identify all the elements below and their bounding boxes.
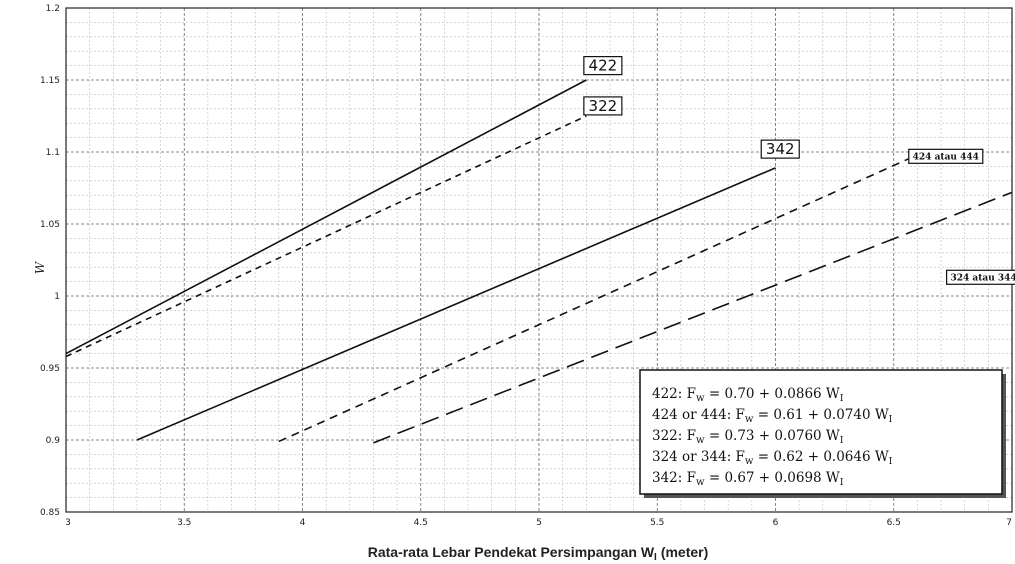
series-label-322: 322: [583, 96, 623, 116]
svg-text:424 atau 444: 424 atau 444: [913, 152, 979, 162]
x-tick-label: 4.5: [414, 518, 428, 528]
series-label-422: 422: [583, 55, 623, 76]
y-axis-label: W: [33, 260, 47, 274]
x-axis-ticks: 3 3.5 4 4.5 5 5.5 6 6.5 7: [65, 518, 1012, 528]
y-tick-label: 1.15: [40, 76, 60, 86]
series-labels: 422 322 342 424 atau 444 324 atau 344: [583, 55, 1015, 285]
series-label-342: 342: [760, 139, 800, 159]
y-tick-label: 0.9: [46, 436, 61, 446]
legend-equation: 324 or 344: Fw = 0.62 + 0.0646 WI: [652, 449, 893, 467]
series-label-424-atau-444: 424 atau 444: [908, 148, 984, 164]
x-tick-label: 4: [300, 518, 306, 528]
series-line-342: [136, 167, 776, 441]
series-line-424-atau-444: [278, 154, 918, 443]
plot-frame: [65, 7, 1013, 513]
y-tick-label: 1.05: [40, 220, 60, 230]
x-tick-label: 3: [65, 518, 71, 528]
series-line-322: [65, 115, 587, 358]
legend-box: [639, 369, 1003, 495]
y-tick-label: 1.2: [46, 4, 60, 14]
svg-text:342: 342: [766, 140, 795, 158]
x-tick-label: 6: [773, 518, 779, 528]
legend-equation: 422: Fw = 0.70 + 0.0866 WI: [652, 386, 844, 404]
y-tick-label: 1: [54, 292, 60, 302]
x-tick-label: 6.5: [887, 518, 901, 528]
y-axis-ticks: 0.85 0.9 0.95 1 1.05 1.1 1.15 1.2: [40, 4, 60, 518]
x-tick-label: 5.5: [650, 518, 664, 528]
legend-equation: 342: Fw = 0.67 + 0.0698 WI: [652, 470, 844, 488]
x-tick-label: 3.5: [177, 518, 191, 528]
svg-text:322: 322: [589, 97, 618, 115]
y-tick-label: 1.1: [46, 148, 60, 158]
x-tick-label: 7: [1006, 518, 1012, 528]
legend-equation: 322: Fw = 0.73 + 0.0760 WI: [652, 428, 844, 446]
legend-equation: 424 or 444: Fw = 0.61 + 0.0740 WI: [652, 407, 893, 425]
legend: 422: Fw = 0.70 + 0.0866 WI 424 or 444: Fw…: [639, 369, 1006, 498]
series-line-324-atau-344: [373, 191, 1013, 444]
y-tick-label: 0.95: [40, 364, 60, 374]
svg-text:422: 422: [589, 57, 618, 75]
y-tick-label: 0.85: [40, 508, 60, 518]
series-line-422: [65, 79, 587, 355]
x-tick-label: 5: [536, 518, 542, 528]
x-axis-label: Rata-rata Lebar Pendekat Persimpangan WI…: [368, 544, 709, 563]
series-lines: [65, 79, 1013, 444]
svg-text:324 atau 344: 324 atau 344: [951, 273, 1015, 283]
series-label-324-atau-344: 324 atau 344: [946, 269, 1015, 285]
